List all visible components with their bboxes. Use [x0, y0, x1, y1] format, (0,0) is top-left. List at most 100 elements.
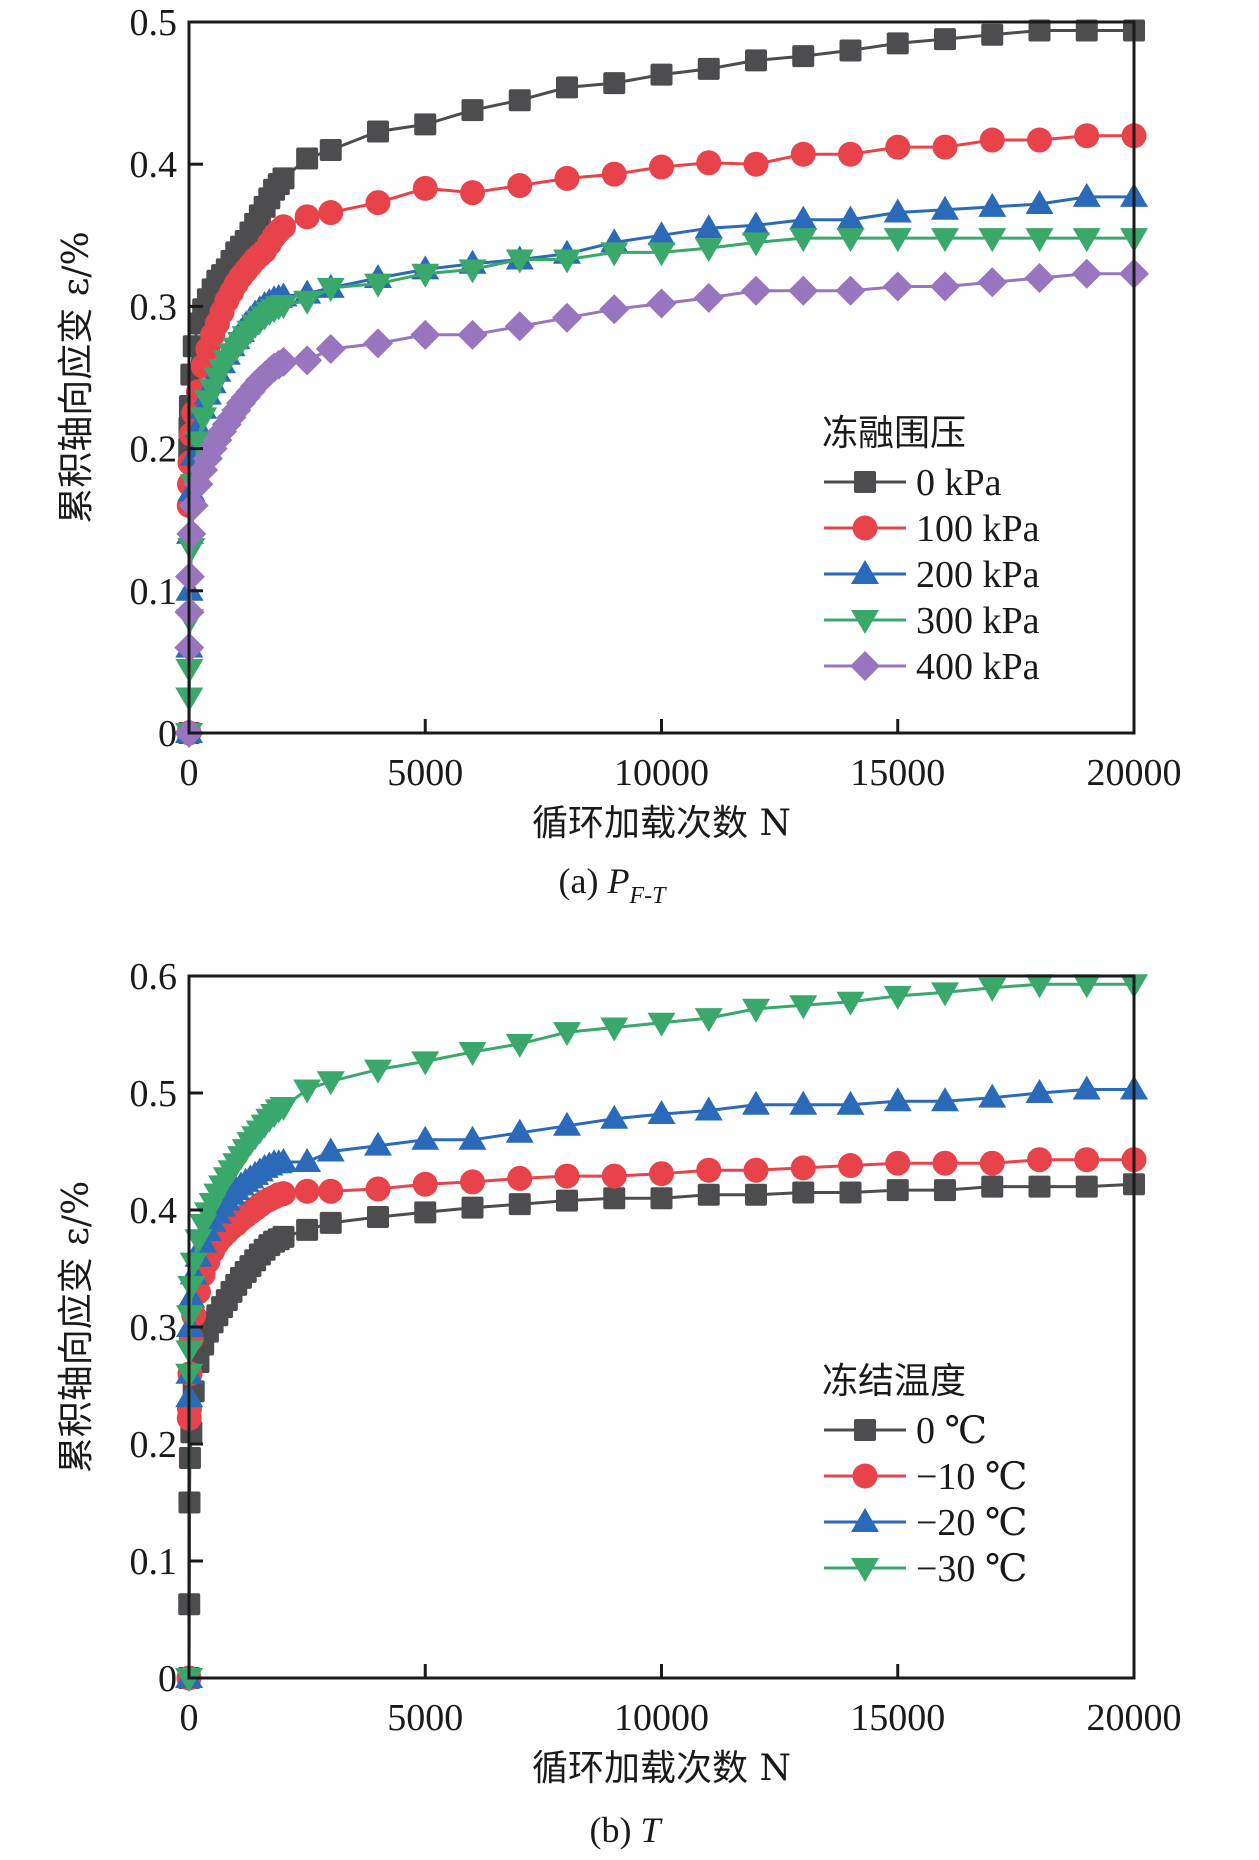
legend-label: −30 ℃: [916, 1548, 1027, 1590]
data-point: [745, 49, 767, 72]
data-point: [294, 1178, 320, 1204]
data-point: [296, 147, 319, 170]
data-point: [839, 39, 862, 62]
legend-label: 300 kPa: [916, 600, 1040, 642]
data-point: [789, 205, 818, 230]
data-point: [696, 1157, 722, 1183]
data-point: [176, 518, 207, 549]
data-point: [647, 242, 676, 267]
data-point: [977, 267, 1008, 298]
data-point: [743, 1157, 769, 1183]
axes-layer: 0 5000 10000 15000 20000 0 0.1 0.2 0.3 0.4 0.5 0.6: [130, 956, 1182, 1739]
data-point: [319, 138, 342, 161]
data-point: [650, 63, 673, 86]
data-point: [269, 294, 298, 319]
data-point: [932, 134, 958, 160]
data-point: [934, 28, 956, 51]
data-point: [696, 150, 722, 176]
series-layer: [174, 19, 1149, 748]
legend-item: 100 kPa: [824, 508, 1040, 550]
data-point: [411, 263, 440, 288]
data-point: [883, 1087, 912, 1112]
data-point: [293, 1079, 322, 1104]
data-point: [1024, 262, 1055, 293]
legend-label: 100 kPa: [916, 508, 1040, 550]
data-point: [792, 45, 815, 68]
legend-item: −20 ℃: [824, 1502, 1027, 1544]
legend-label: −10 ℃: [916, 1456, 1027, 1498]
legend-marker: [851, 1508, 879, 1532]
data-point: [414, 1201, 437, 1224]
caption-variable: P: [606, 861, 629, 901]
x-tick-label: 0: [180, 1697, 199, 1739]
x-tick-label: 10000: [614, 1697, 709, 1739]
data-point: [1072, 182, 1101, 207]
x-tick-label: 20000: [1087, 1697, 1182, 1739]
data-point: [461, 1196, 484, 1219]
data-point: [364, 273, 392, 298]
legend-marker: [851, 560, 879, 584]
data-point: [457, 319, 488, 350]
data-point: [789, 995, 818, 1020]
series-1: [176, 123, 1147, 746]
data-point: [741, 275, 771, 306]
data-point: [836, 205, 865, 230]
y-tick-label: 0.4: [130, 144, 178, 186]
data-point: [1028, 19, 1051, 42]
data-point: [882, 271, 913, 302]
data-point: [363, 328, 393, 359]
data-point: [294, 204, 320, 230]
data-point: [553, 1022, 581, 1047]
data-point: [460, 180, 485, 206]
data-point: [412, 175, 438, 201]
data-point: [1028, 1175, 1051, 1198]
data-point: [458, 259, 487, 284]
data-point: [838, 141, 863, 167]
data-point: [981, 1175, 1004, 1198]
y-tick-label: 0.3: [130, 1307, 178, 1349]
data-point: [934, 1179, 956, 1202]
legend-item: 400 kPa: [824, 646, 1040, 688]
x-tick-label: 15000: [850, 752, 945, 794]
data-point: [364, 1059, 392, 1084]
series-line: [187, 1182, 1135, 1679]
data-point: [886, 1179, 909, 1202]
data-point: [189, 407, 218, 432]
data-point: [411, 1125, 440, 1150]
data-point: [650, 1187, 673, 1210]
data-point: [743, 151, 769, 177]
data-point: [836, 1090, 865, 1115]
legend-item: 0 kPa: [824, 462, 1002, 504]
data-point: [931, 195, 959, 220]
data-point: [1025, 190, 1054, 215]
data-point: [978, 192, 1007, 217]
data-point: [553, 1111, 581, 1136]
data-point: [367, 1206, 389, 1229]
data-point: [271, 1181, 296, 1207]
legend-label: −20 ℃: [916, 1502, 1027, 1544]
data-point: [184, 1229, 213, 1254]
x-axis-label: 循环加载次数 N: [532, 803, 791, 844]
data-point: [268, 346, 299, 377]
data-point: [839, 1181, 862, 1204]
data-point: [1075, 19, 1098, 42]
y-tick-label: 0: [158, 713, 177, 755]
data-point: [792, 1181, 815, 1204]
data-point: [600, 1017, 629, 1042]
data-point: [367, 120, 389, 143]
series-0: [178, 1173, 1145, 1689]
data-point: [271, 214, 296, 240]
data-point: [836, 991, 865, 1016]
chart-panel-b: 0 5000 10000 15000 2000000.10.20.30.40.50.6 …: [56, 956, 1182, 1850]
x-tick-label: 5000: [387, 752, 463, 794]
data-point: [694, 214, 723, 239]
y-tick-label: 0.1: [130, 1541, 178, 1583]
data-point: [978, 977, 1007, 1002]
data-point: [745, 1183, 767, 1206]
legend-title: 冻结温度: [822, 1361, 966, 1402]
axes-layer: 0 5000 10000 15000 20000 0 0.1 0.2 0.3 0.4 0.5: [130, 2, 1182, 794]
data-point: [885, 134, 911, 160]
data-point: [177, 1276, 206, 1301]
